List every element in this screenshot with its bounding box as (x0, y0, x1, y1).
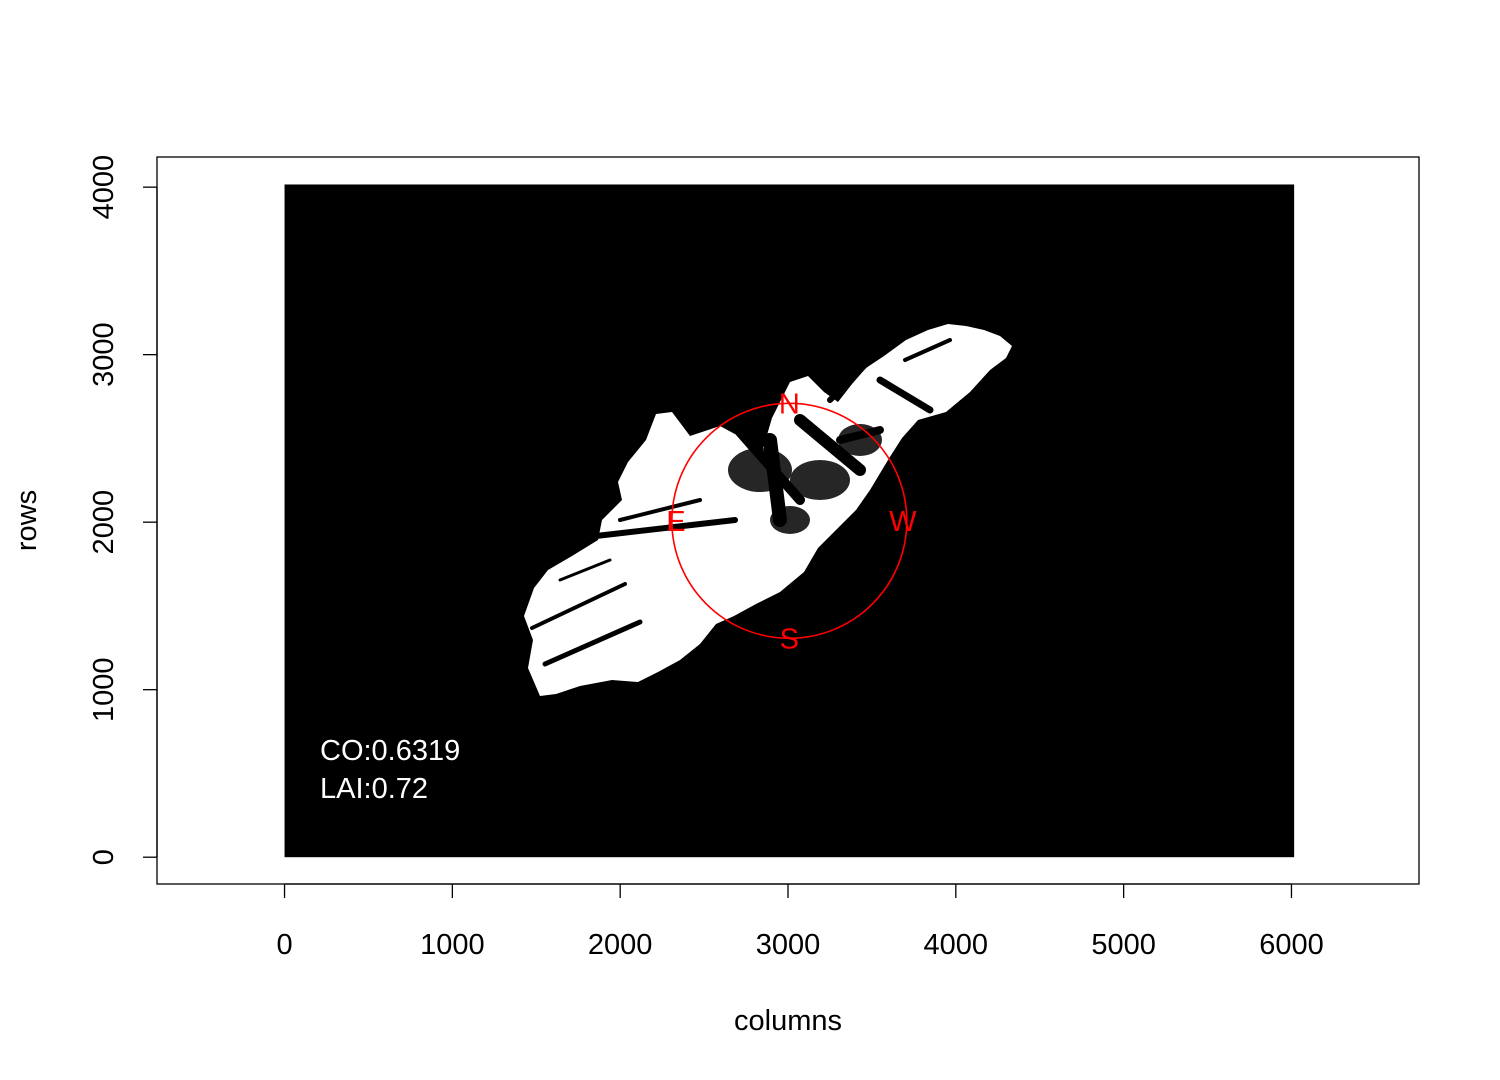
compass-circle (671, 402, 908, 640)
y-axis-label: rows (11, 490, 43, 551)
branch-streak (876, 376, 934, 414)
compass-east-label: E (666, 506, 685, 538)
branch-streak (903, 338, 952, 362)
branch-streak (558, 558, 612, 582)
foliage-clump (728, 448, 792, 492)
branch-streak (794, 414, 866, 476)
x-tick-label: 6000 (1259, 929, 1324, 961)
sky-gap-region (524, 324, 1012, 696)
branch-streak (593, 517, 738, 539)
foliage-clump (838, 424, 882, 456)
x-tick-label: 3000 (756, 929, 821, 961)
compass-north-label: N (779, 388, 800, 420)
x-tick-label: 2000 (588, 929, 653, 961)
x-axis-label: columns (734, 1005, 842, 1037)
canopy-openness-label: CO:0.6319 (320, 735, 460, 767)
y-tick-label: 2000 (88, 490, 120, 555)
compass-west-label: W (889, 506, 917, 538)
x-tick-label: 1000 (420, 929, 485, 961)
branch-streak (542, 619, 643, 667)
y-tick-label: 4000 (88, 155, 120, 220)
x-tick-label: 0 (276, 929, 292, 961)
branch-streak (827, 357, 873, 403)
lai-label: LAI:0.72 (320, 773, 428, 805)
x-tick-label: 5000 (1091, 929, 1156, 961)
y-tick-label: 1000 (88, 657, 120, 722)
y-tick-label: 0 (88, 849, 120, 865)
foliage-clump (790, 460, 850, 500)
y-tick-label: 3000 (88, 322, 120, 387)
compass-south-label: S (780, 623, 799, 655)
foliage-clump (770, 506, 810, 534)
branch-streak (530, 582, 627, 630)
branch-streak (618, 498, 702, 522)
branch-silhouettes (530, 338, 952, 667)
x-axis: 0 1000 2000 3000 4000 5000 6000 (276, 883, 1324, 961)
x-tick-label: 4000 (924, 929, 989, 961)
y-axis: 0 1000 2000 3000 4000 (88, 155, 158, 865)
